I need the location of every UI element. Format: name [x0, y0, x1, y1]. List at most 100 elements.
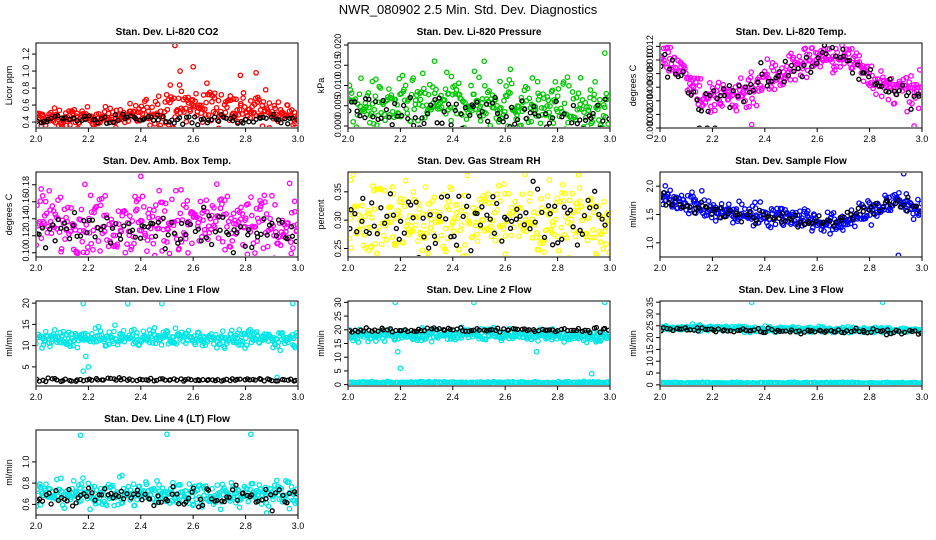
data-point — [878, 68, 884, 74]
data-point — [535, 338, 541, 344]
data-point — [453, 101, 459, 107]
data-point — [888, 330, 894, 337]
data-point — [782, 58, 788, 65]
data-point — [88, 209, 95, 215]
data-point — [581, 212, 588, 219]
data-point — [219, 238, 226, 245]
data-point — [447, 224, 454, 231]
data-point — [471, 91, 477, 98]
data-point — [205, 487, 212, 493]
data-point — [58, 225, 64, 231]
data-point — [118, 488, 125, 494]
data-point — [171, 120, 177, 126]
data-point — [438, 104, 445, 111]
data-point — [205, 112, 212, 118]
data-point — [555, 247, 562, 254]
data-point — [764, 56, 771, 63]
data-point — [577, 227, 583, 233]
data-point — [129, 218, 136, 224]
data-point — [441, 327, 448, 333]
data-point — [566, 197, 573, 204]
data-point — [270, 496, 276, 503]
data-point — [378, 241, 385, 248]
chart-panel-3: Stan. Dev. Li-820 Temp.degrees C2.0 2.2 2.… — [628, 27, 928, 144]
data-point — [553, 216, 559, 223]
y-tick-label: 15 — [21, 319, 31, 329]
data-point — [912, 328, 918, 334]
data-point — [463, 116, 470, 123]
data-point — [249, 244, 255, 251]
data-point — [57, 194, 64, 201]
data-point — [908, 73, 914, 79]
data-point — [422, 184, 429, 190]
data-point — [367, 243, 374, 250]
data-point — [357, 113, 363, 119]
data-point — [373, 76, 379, 83]
data-point — [140, 203, 147, 210]
data-point — [243, 342, 250, 349]
data-point — [366, 104, 372, 111]
data-point — [568, 216, 575, 223]
data-point — [354, 229, 360, 235]
data-point — [420, 215, 426, 221]
data-point — [240, 95, 246, 101]
y-tick-label: 0 — [645, 382, 655, 387]
x-tick-label: 2.6 — [187, 263, 200, 273]
data-point — [44, 333, 51, 340]
data-point — [765, 213, 772, 219]
data-point — [156, 187, 162, 194]
data-point — [727, 207, 733, 213]
x-tick-label: 2.6 — [499, 134, 512, 144]
data-point — [55, 497, 62, 504]
data-point — [529, 216, 535, 223]
data-point — [447, 326, 453, 333]
data-point — [89, 490, 95, 496]
data-point — [235, 342, 242, 348]
data-point — [102, 114, 108, 120]
data-point — [365, 90, 372, 96]
data-point — [266, 100, 273, 106]
data-point — [470, 103, 477, 110]
data-point — [771, 215, 777, 221]
data-point — [349, 99, 355, 105]
data-point — [415, 117, 421, 124]
data-point — [829, 59, 836, 65]
data-point — [286, 180, 293, 187]
data-point — [900, 202, 907, 208]
plot-frame — [347, 171, 611, 258]
data-point — [416, 254, 421, 256]
data-point — [583, 339, 590, 346]
data-point — [519, 326, 525, 332]
data-point — [52, 113, 58, 120]
data-point — [293, 238, 297, 245]
data-point — [796, 53, 803, 60]
data-point — [540, 130, 544, 134]
x-tick-label: 2.4 — [759, 263, 772, 273]
data-point — [445, 198, 452, 205]
data-point — [115, 221, 122, 227]
data-point — [211, 114, 218, 120]
data-point — [711, 206, 717, 212]
data-point — [451, 233, 457, 239]
data-point — [70, 477, 77, 484]
data-point — [426, 245, 432, 251]
data-point — [139, 337, 145, 344]
data-point — [432, 96, 438, 103]
data-point — [278, 129, 282, 133]
data-point — [533, 230, 540, 236]
data-point — [554, 93, 561, 100]
data-point — [559, 181, 566, 188]
y-tick-label: 0.008 — [645, 62, 655, 85]
data-point — [83, 221, 90, 228]
x-tick-label: 2.0 — [654, 134, 667, 144]
data-point — [104, 237, 110, 243]
data-point — [82, 181, 88, 188]
data-point — [536, 113, 542, 119]
data-point — [561, 190, 568, 197]
data-point — [393, 240, 399, 247]
y-tick-label: 0.4 — [21, 116, 31, 129]
y-tick-label: 1.0 — [645, 237, 655, 250]
data-point — [202, 111, 209, 118]
data-point — [685, 210, 692, 217]
data-point — [294, 491, 297, 497]
